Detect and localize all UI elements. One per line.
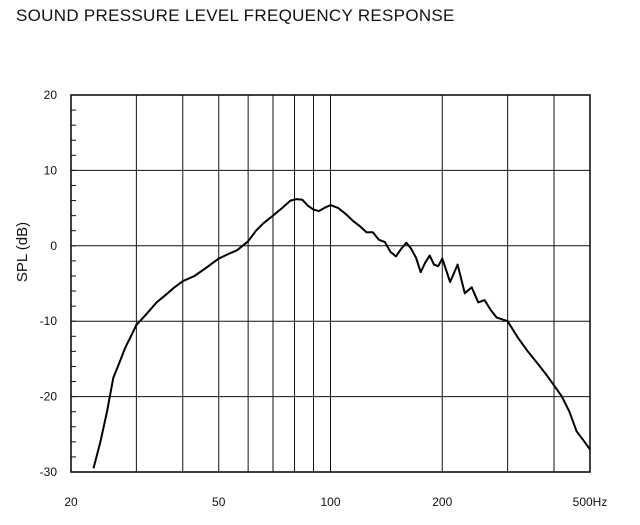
y-tick-label: -10 xyxy=(40,314,58,328)
series-line xyxy=(92,198,591,469)
x-tick-label: 500Hz xyxy=(573,495,608,509)
x-tick-labels: 20 50 100 200 500Hz xyxy=(64,495,607,509)
y-axis-label: SPL (dB) xyxy=(14,222,31,282)
x-tick-label: 20 xyxy=(64,495,78,509)
grid xyxy=(71,95,590,472)
plot-frame xyxy=(70,94,591,473)
chart-title: SOUND PRESSURE LEVEL FREQUENCY RESPONSE xyxy=(16,6,455,25)
x-tick-label: 100 xyxy=(320,495,340,509)
y-tick-label: 0 xyxy=(50,239,57,253)
y-tick-label: 20 xyxy=(44,88,58,102)
y-tick-label: -30 xyxy=(40,465,58,479)
y-tick-label: 10 xyxy=(44,163,58,177)
x-tick-label: 200 xyxy=(432,495,452,509)
x-tick-label: 50 xyxy=(212,495,226,509)
y-tick-label: -20 xyxy=(40,390,58,404)
y-tick-labels: 20 10 0 -10 -20 -30 xyxy=(40,88,58,479)
